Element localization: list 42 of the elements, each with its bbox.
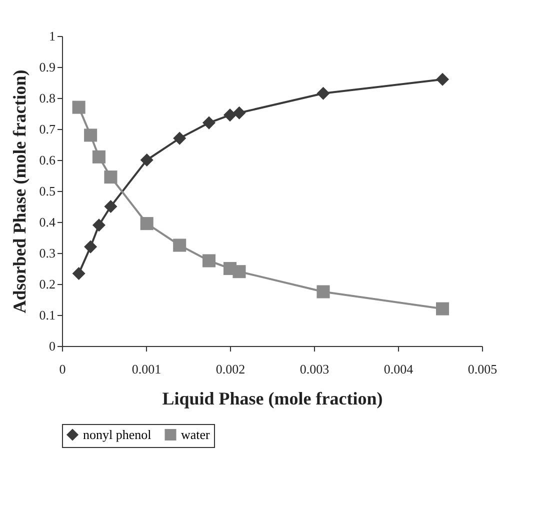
point	[140, 153, 154, 167]
legend-label: nonyl phenol	[83, 426, 152, 442]
point	[173, 238, 186, 252]
x-tick-label: 0.004	[384, 362, 414, 376]
x-axis-title: Liquid Phase (mole fraction)	[162, 388, 383, 408]
y-tick-label: 0.7	[39, 122, 56, 136]
y-tick-label: 0	[49, 338, 56, 354]
point	[436, 302, 450, 316]
y-tick-label: 0.8	[39, 90, 56, 106]
point	[232, 265, 246, 278]
x-tick-label: 0.002	[216, 362, 246, 376]
point	[202, 116, 216, 130]
point	[104, 170, 118, 184]
point	[223, 108, 237, 122]
y-tick-label: 0.3	[39, 246, 56, 260]
point	[72, 266, 86, 280]
point	[316, 285, 330, 298]
x-tick-label: 0.005	[468, 362, 498, 376]
y-tick-label: 1	[49, 28, 56, 44]
x-tick-label: 0.003	[300, 362, 330, 376]
y-tick-label: 0.9	[39, 60, 56, 74]
y-tick-label: 0.6	[39, 152, 56, 168]
point	[84, 128, 98, 142]
point	[72, 100, 86, 114]
point	[84, 240, 98, 254]
point	[92, 218, 106, 232]
point	[232, 106, 246, 120]
y-tick-label: 0.4	[39, 214, 56, 230]
point	[316, 86, 330, 100]
x-tick-label: 0.001	[132, 362, 162, 376]
legend-label: water	[181, 426, 211, 442]
y-tick-label: 0.2	[39, 276, 56, 292]
point	[104, 200, 118, 214]
point	[436, 72, 450, 86]
y-axis-title: Adsorbed Phase (mole fraction)	[9, 70, 30, 314]
point	[92, 150, 106, 164]
point	[140, 217, 154, 230]
point	[173, 132, 186, 145]
point	[202, 254, 216, 268]
y-tick-label: 0.1	[39, 308, 56, 322]
x-tick-label: 0	[59, 362, 66, 376]
y-tick-label: 0.5	[39, 184, 56, 198]
